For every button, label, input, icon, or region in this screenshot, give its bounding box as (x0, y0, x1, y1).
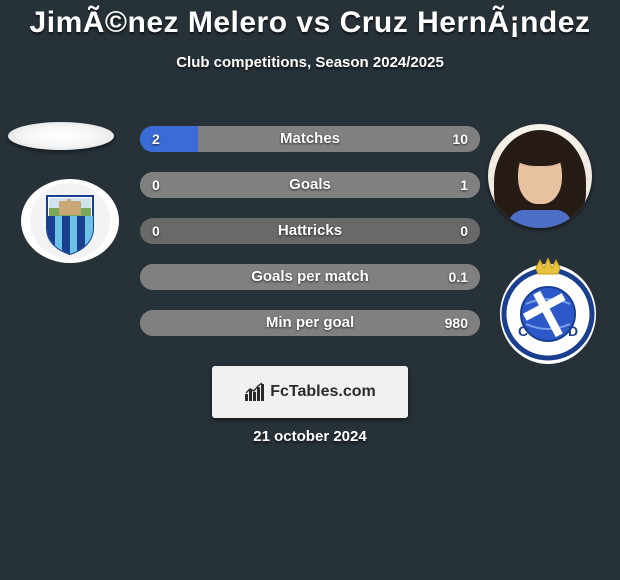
club-right-badge: C D (496, 258, 600, 370)
stat-row: Goals per match0.1 (140, 264, 480, 290)
player-right-avatar (488, 124, 592, 228)
stat-label: Goals (140, 172, 480, 198)
stat-row: Min per goal980 (140, 310, 480, 336)
stats-panel: Matches210Goals01Hattricks00Goals per ma… (140, 126, 480, 356)
stat-value-right: 0 (460, 218, 468, 244)
stat-value-right: 1 (460, 172, 468, 198)
stat-value-left: 2 (152, 126, 160, 152)
stat-value-right: 10 (452, 126, 468, 152)
stat-value-right: 980 (445, 310, 468, 336)
comparison-subtitle: Club competitions, Season 2024/2025 (0, 54, 620, 71)
stat-value-right: 0.1 (449, 264, 468, 290)
svg-text:D: D (568, 323, 578, 339)
stat-label: Goals per match (140, 264, 480, 290)
bars-icon (244, 382, 266, 402)
brand-badge[interactable]: FcTables.com (212, 366, 408, 418)
stat-value-left: 0 (152, 172, 160, 198)
stat-row: Matches2 10 (140, 126, 480, 152)
player-left-avatar (8, 122, 114, 150)
svg-text:C: C (518, 323, 528, 339)
generation-date: 21 october 2024 (0, 428, 620, 445)
stat-row: Goals0 1 (140, 172, 480, 198)
stat-label: Min per goal (140, 310, 480, 336)
stat-value-left: 0 (152, 218, 160, 244)
club-left-badge (20, 178, 120, 264)
stat-label: Matches (140, 126, 480, 152)
brand-text: FcTables.com (270, 383, 376, 401)
stat-label: Hattricks (140, 218, 480, 244)
comparison-title: JimÃ©nez Melero vs Cruz HernÃ¡ndez (0, 0, 620, 40)
stat-row: Hattricks0 0 (140, 218, 480, 244)
